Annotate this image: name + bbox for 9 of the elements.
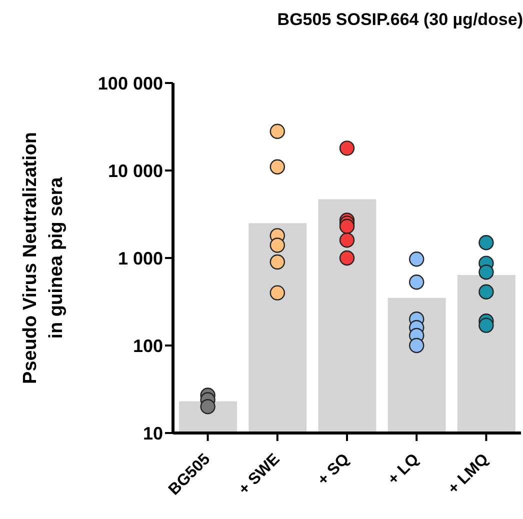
chart-title: BG505 SOSIP.664 (30 µg/dose): [277, 10, 523, 30]
x-tick-label: + LQ: [384, 450, 422, 488]
y-axis-title: Pseudo Virus Neutralization in guinea pig sera: [20, 132, 67, 384]
y-tick-label: 100 000: [98, 73, 163, 94]
y-tick-label: 100: [132, 336, 163, 356]
x-tick-label: + SQ: [314, 450, 353, 489]
y-tick-label: 1 000: [118, 248, 163, 268]
y-tick-label: 10: [142, 423, 163, 444]
y-tick-label: 10 000: [108, 160, 163, 181]
